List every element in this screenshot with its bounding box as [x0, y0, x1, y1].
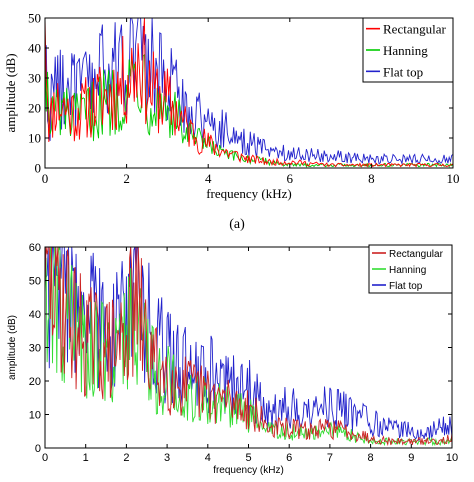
- y-tick-label: 0: [35, 443, 41, 455]
- y-tick-label: 10: [28, 131, 41, 146]
- y-tick-label: 50: [29, 275, 41, 287]
- y-tick-label: 20: [29, 376, 41, 388]
- legend: Rectangular Hanning Flat top: [368, 244, 453, 294]
- x-tick-label: 6: [287, 171, 294, 186]
- series-line-rectangular: [45, 18, 453, 168]
- chart-b: 0 1 2 3 4 5 6 7 8 9 10 0 10 20 30 40 50 60 frequency (kHz)…: [7, 242, 458, 476]
- y-axis-label: amplitude (dB): [7, 315, 18, 380]
- legend: Rectangular Hanning Flat top: [362, 17, 454, 83]
- x-tick-label: 8: [368, 452, 374, 464]
- x-tick-label: 4: [205, 452, 211, 464]
- x-tick-label: 5: [245, 452, 251, 464]
- legend-entry: Hanning: [389, 265, 426, 276]
- y-tick-label: 20: [28, 101, 41, 116]
- x-tick-label: 1: [83, 452, 89, 464]
- y-axis-label: amplitude (dB): [3, 53, 18, 132]
- x-tick-label: 2: [123, 171, 130, 186]
- legend-entry: Flat top: [383, 64, 423, 79]
- x-tick-label: 2: [123, 452, 129, 464]
- legend-entry: Rectangular: [389, 249, 444, 260]
- chart-a: 0 2 4 6 8 10 0 10 20 30 40 50 frequency (kHz) amplitu…: [3, 11, 460, 201]
- series-line-hanning: [45, 247, 452, 447]
- y-tick-label: 30: [29, 342, 41, 354]
- y-tick-label: 50: [28, 11, 41, 26]
- series-line-rectangular: [45, 247, 452, 447]
- y-tick-label: 30: [28, 71, 41, 86]
- legend-entry: Flat top: [389, 281, 423, 292]
- x-axis-label: frequency (kHz): [206, 186, 292, 201]
- panel-a-caption: (a): [229, 217, 245, 232]
- x-tick-label: 7: [327, 452, 333, 464]
- x-tick-label: 0: [42, 452, 48, 464]
- x-tick-label: 6: [286, 452, 292, 464]
- x-tick-label: 0: [42, 171, 49, 186]
- x-tick-label: 9: [408, 452, 414, 464]
- y-tick-label: 0: [35, 161, 42, 176]
- x-tick-label: 10: [446, 452, 458, 464]
- y-tick-label: 10: [29, 409, 41, 421]
- plot-frame: [44, 17, 454, 169]
- legend-entry: Hanning: [383, 43, 428, 58]
- x-tick-label: 8: [368, 171, 375, 186]
- y-tick-label: 60: [29, 242, 41, 254]
- y-tick-label: 40: [28, 41, 41, 56]
- x-tick-label: 3: [164, 452, 170, 464]
- x-axis-label: frequency (kHz): [213, 465, 284, 476]
- series-line-hanning: [45, 29, 453, 168]
- y-tick-label: 40: [29, 309, 41, 321]
- x-tick-label: 4: [205, 171, 212, 186]
- legend-entry: Rectangular: [383, 22, 446, 37]
- x-tick-label: 10: [447, 171, 460, 186]
